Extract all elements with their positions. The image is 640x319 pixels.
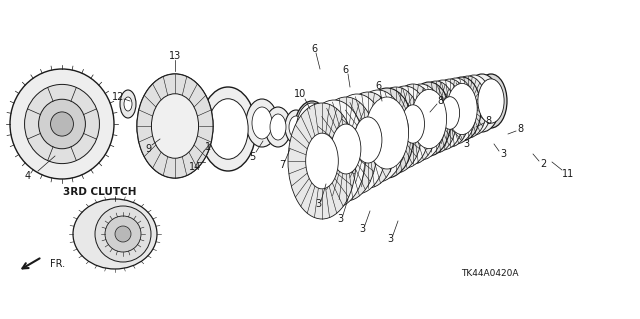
Ellipse shape (306, 133, 339, 189)
Ellipse shape (354, 117, 382, 163)
Text: 1: 1 (205, 142, 211, 152)
Ellipse shape (412, 89, 447, 149)
Text: 8: 8 (437, 96, 443, 106)
Ellipse shape (331, 124, 361, 174)
Ellipse shape (339, 92, 397, 188)
Text: 4: 4 (25, 171, 31, 181)
Text: 8: 8 (485, 116, 491, 126)
Ellipse shape (318, 127, 350, 181)
Ellipse shape (446, 94, 466, 128)
Ellipse shape (288, 103, 356, 219)
Text: FR.: FR. (50, 259, 65, 269)
Ellipse shape (475, 74, 507, 128)
Ellipse shape (265, 107, 291, 147)
Text: 3: 3 (500, 149, 506, 159)
Text: 12: 12 (112, 92, 124, 102)
Ellipse shape (459, 92, 477, 122)
Ellipse shape (168, 117, 182, 135)
Ellipse shape (24, 85, 99, 164)
Text: 14: 14 (189, 162, 201, 172)
Ellipse shape (410, 103, 433, 141)
Text: 10: 10 (294, 89, 306, 99)
Text: 3RD CLUTCH: 3RD CLUTCH (63, 187, 137, 197)
Text: 2: 2 (540, 159, 546, 169)
Text: 3: 3 (337, 214, 343, 224)
Ellipse shape (472, 87, 492, 119)
Ellipse shape (153, 96, 197, 156)
Ellipse shape (38, 99, 85, 149)
Ellipse shape (137, 74, 213, 178)
Ellipse shape (95, 206, 151, 262)
Ellipse shape (443, 77, 481, 141)
Ellipse shape (365, 97, 408, 169)
Ellipse shape (252, 107, 272, 139)
Ellipse shape (465, 90, 483, 120)
Ellipse shape (342, 119, 372, 169)
Ellipse shape (208, 99, 248, 159)
Ellipse shape (270, 114, 286, 140)
Ellipse shape (401, 105, 424, 143)
Ellipse shape (464, 74, 500, 132)
Ellipse shape (415, 81, 457, 153)
Ellipse shape (407, 82, 451, 156)
Ellipse shape (315, 97, 377, 201)
Text: 3: 3 (387, 234, 393, 244)
Ellipse shape (350, 90, 406, 182)
Ellipse shape (289, 116, 303, 138)
Ellipse shape (478, 79, 504, 123)
Text: 13: 13 (169, 51, 181, 61)
Ellipse shape (51, 112, 74, 136)
Ellipse shape (380, 86, 430, 168)
Text: 3: 3 (463, 139, 469, 149)
Text: 9: 9 (145, 144, 151, 154)
Ellipse shape (73, 199, 157, 269)
Ellipse shape (296, 103, 328, 159)
Ellipse shape (105, 216, 141, 252)
Text: 3: 3 (315, 199, 321, 209)
Ellipse shape (436, 78, 476, 144)
Ellipse shape (124, 97, 132, 111)
Ellipse shape (422, 80, 464, 150)
Ellipse shape (449, 76, 487, 138)
Ellipse shape (383, 109, 408, 151)
Ellipse shape (433, 98, 454, 132)
Text: 8: 8 (517, 124, 523, 134)
Ellipse shape (370, 87, 422, 173)
Ellipse shape (447, 83, 477, 135)
Ellipse shape (364, 113, 392, 159)
Ellipse shape (426, 100, 446, 134)
Ellipse shape (392, 107, 417, 147)
Ellipse shape (162, 108, 188, 144)
Ellipse shape (10, 69, 114, 179)
Ellipse shape (398, 84, 444, 160)
Text: 6: 6 (375, 81, 381, 91)
Text: TK44A0420A: TK44A0420A (461, 270, 519, 278)
Text: 6: 6 (342, 65, 348, 75)
Ellipse shape (285, 110, 307, 144)
Text: 7: 7 (279, 160, 285, 170)
Text: 3: 3 (359, 224, 365, 234)
Ellipse shape (327, 94, 387, 194)
Ellipse shape (152, 94, 198, 158)
Ellipse shape (456, 75, 492, 135)
Text: 11: 11 (562, 169, 574, 179)
Ellipse shape (302, 100, 366, 208)
Text: 6: 6 (311, 44, 317, 54)
Ellipse shape (246, 99, 278, 147)
Ellipse shape (360, 88, 414, 178)
Ellipse shape (115, 226, 131, 242)
Ellipse shape (200, 87, 256, 171)
Ellipse shape (137, 74, 213, 178)
Ellipse shape (120, 90, 136, 118)
Ellipse shape (389, 84, 437, 164)
Ellipse shape (430, 79, 470, 147)
Text: 5: 5 (249, 152, 255, 162)
Ellipse shape (440, 97, 460, 129)
Ellipse shape (294, 101, 330, 161)
